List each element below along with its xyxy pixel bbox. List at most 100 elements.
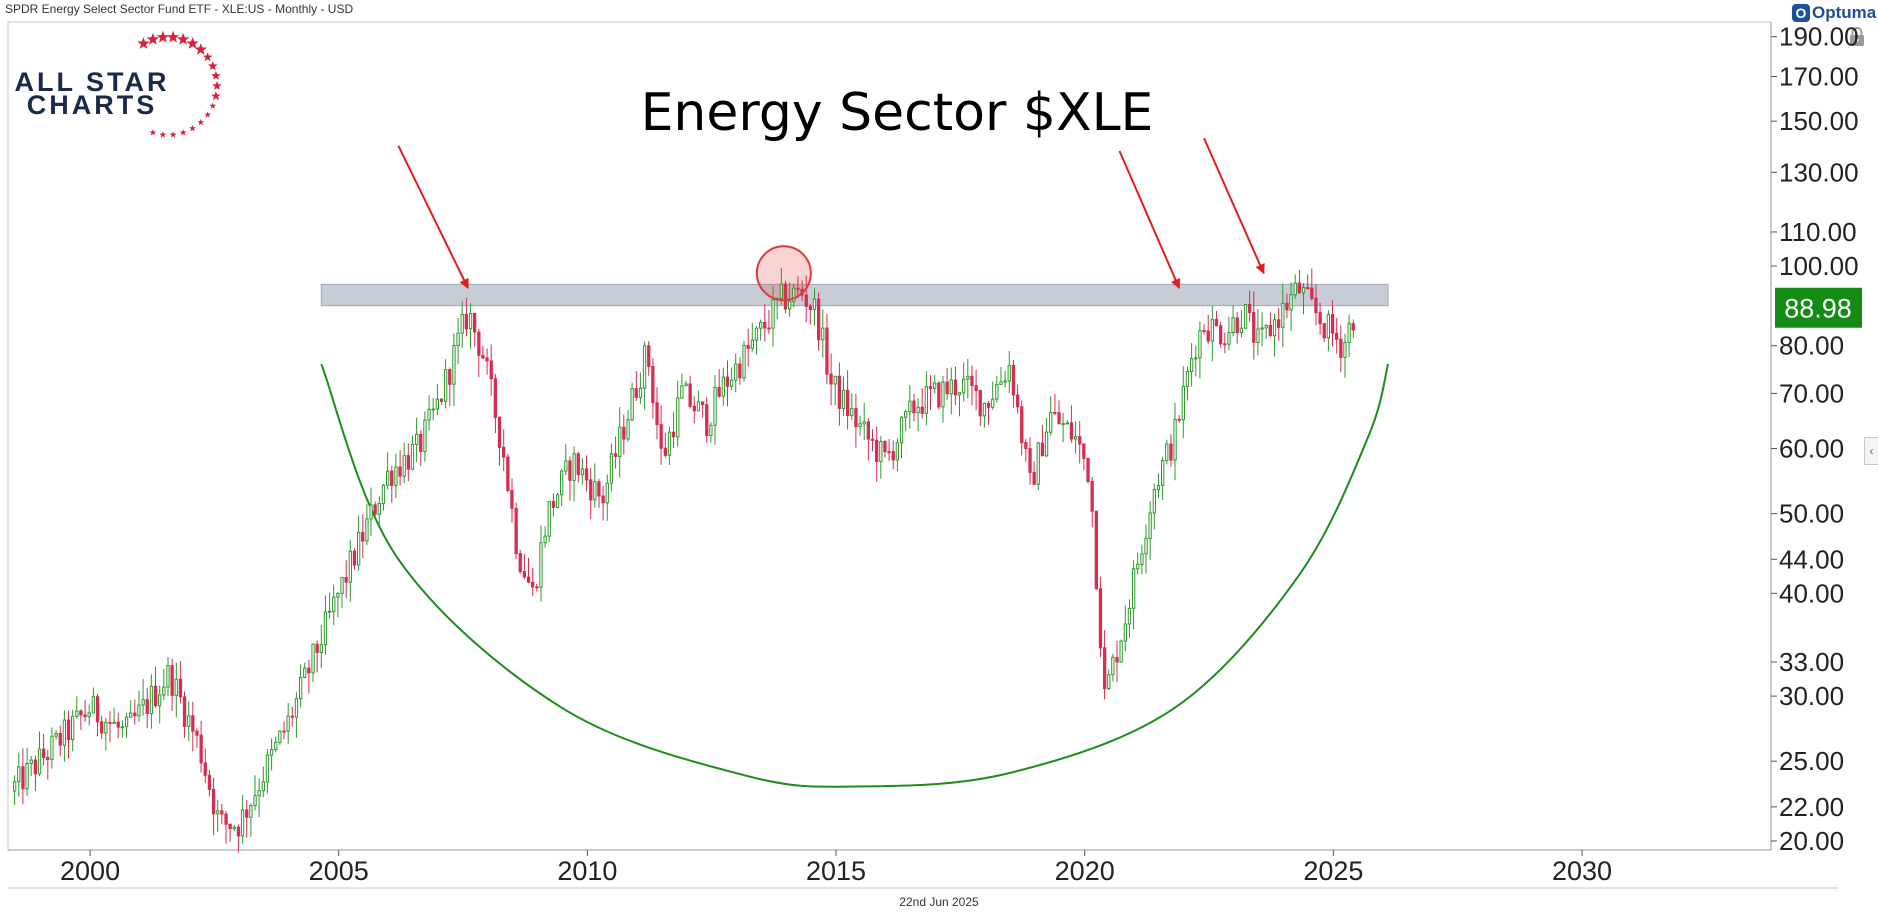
candle — [862, 403, 866, 440]
optuma-logo: O Optuma — [1792, 3, 1876, 23]
candle — [1032, 461, 1036, 485]
candle — [584, 455, 589, 492]
candle — [551, 493, 556, 517]
candle — [344, 560, 348, 599]
candle — [522, 554, 527, 580]
candle — [1252, 291, 1256, 360]
candle — [75, 696, 79, 719]
candle — [1243, 303, 1248, 330]
candle — [1132, 560, 1136, 630]
candle — [253, 775, 257, 811]
candle — [95, 693, 100, 737]
candle — [228, 823, 232, 842]
candle — [949, 367, 953, 415]
candle — [1107, 669, 1111, 691]
candle — [908, 385, 912, 429]
candle — [1335, 318, 1339, 354]
candle — [597, 478, 601, 508]
candle — [373, 501, 377, 516]
candle — [129, 700, 133, 718]
candle — [456, 318, 460, 364]
candle — [13, 775, 17, 805]
candle — [514, 502, 518, 560]
candle — [1198, 321, 1202, 379]
candle — [999, 367, 1003, 385]
candle — [928, 375, 933, 410]
candle — [1173, 402, 1177, 481]
candle — [398, 450, 402, 486]
candle — [899, 416, 904, 459]
logo-star-icon — [156, 30, 170, 43]
annotation-arrow — [397, 145, 469, 290]
lock-icon[interactable] — [1848, 27, 1866, 47]
logo-line-1: ALL STAR — [15, 67, 170, 97]
candle — [1044, 418, 1049, 458]
candle — [1343, 333, 1347, 378]
candle — [506, 453, 510, 493]
candle — [1007, 351, 1011, 393]
candle — [1011, 360, 1016, 408]
candle — [1144, 524, 1148, 574]
y-tick-label: 20.00 — [1779, 826, 1844, 856]
candle — [377, 496, 382, 525]
all-star-charts-logo: ALL STAR CHARTS — [15, 30, 222, 138]
candle — [663, 432, 668, 458]
candle — [448, 367, 452, 406]
candle — [883, 440, 887, 458]
plot-area — [7, 21, 1772, 851]
candle — [717, 369, 721, 398]
saucer-curve — [320, 363, 1390, 788]
candle — [1293, 274, 1297, 299]
candle — [875, 426, 879, 482]
candle — [211, 777, 216, 836]
candle — [568, 456, 572, 501]
candle — [307, 659, 311, 694]
candle — [580, 458, 585, 485]
candle — [220, 804, 224, 825]
logo-star-icon — [208, 61, 218, 71]
candle — [481, 345, 485, 360]
candle — [667, 426, 672, 465]
candle — [924, 371, 929, 426]
candle — [642, 341, 647, 410]
candle — [1277, 307, 1281, 341]
candle — [406, 443, 411, 482]
candle — [846, 370, 850, 430]
candle — [431, 397, 435, 421]
candle — [1078, 421, 1082, 464]
candle — [858, 415, 862, 436]
candle — [278, 730, 282, 746]
candle — [311, 643, 315, 682]
candle — [357, 515, 361, 571]
candle — [108, 711, 112, 743]
y-tick-label: 44.00 — [1779, 544, 1844, 574]
logo-star-icon — [189, 124, 196, 132]
candle — [120, 720, 124, 738]
candle — [460, 300, 464, 348]
logo-star-icon — [146, 32, 159, 45]
candle — [543, 526, 547, 548]
chevron-left-icon[interactable]: ‹ — [1864, 437, 1878, 465]
candle — [1177, 415, 1181, 423]
candle — [626, 409, 630, 442]
candle — [746, 328, 750, 367]
candle — [315, 640, 319, 673]
y-tick-label: 70.00 — [1779, 378, 1844, 408]
candle — [1301, 283, 1306, 315]
candle — [1073, 421, 1078, 454]
candle — [812, 288, 817, 326]
candle — [841, 376, 846, 417]
resistance-zone — [320, 283, 1389, 307]
candle — [966, 358, 970, 399]
candle — [390, 465, 394, 503]
candle — [808, 303, 813, 325]
candle — [1165, 439, 1169, 465]
candle — [178, 661, 183, 704]
candle — [531, 567, 535, 596]
candle — [365, 504, 369, 546]
candle — [435, 384, 440, 416]
candle — [526, 557, 531, 584]
candle — [249, 803, 253, 837]
candle — [1214, 311, 1219, 327]
